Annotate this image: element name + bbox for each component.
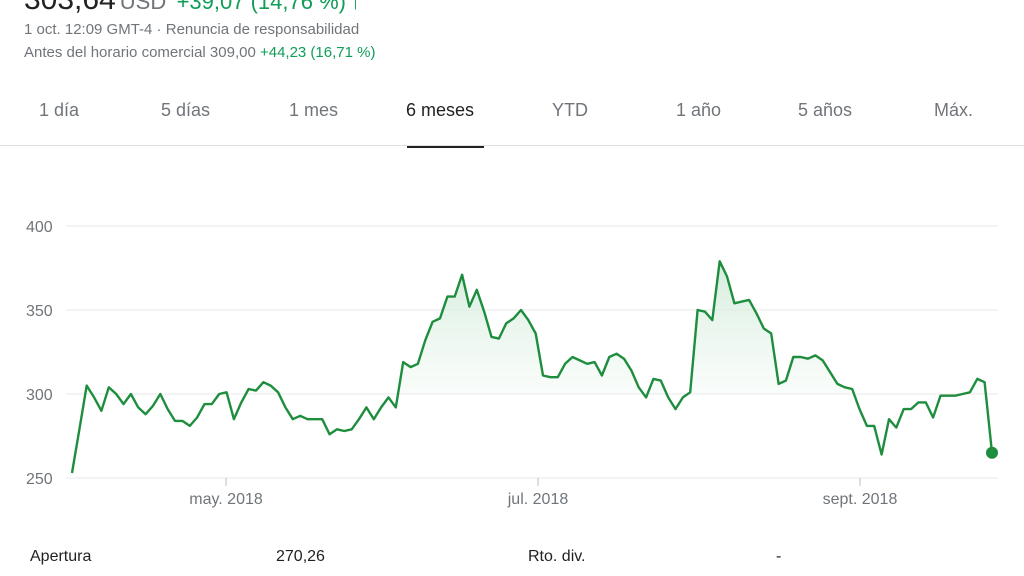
price-line: 303,64USD +39,07 (14,76 %)↑ (24, 0, 361, 20)
premarket-label: Antes del horario comercial 309,00 (24, 44, 256, 61)
tab-6-meses[interactable]: 6 meses (406, 100, 475, 120)
active-tab-indicator (407, 145, 484, 148)
series-line (70, 260, 994, 474)
y-tick-label: 300 (26, 387, 53, 404)
range-tabs: 1 día 5 días 1 mes 6 meses YTD 1 año 5 a… (0, 88, 1024, 148)
current-price: 303,64 (24, 0, 116, 16)
dividend-value: - (776, 548, 782, 565)
premarket-change: +44,23 (16,71 %) (259, 44, 376, 61)
tab-5-dias[interactable]: 5 días (161, 100, 211, 120)
price-chart-svg[interactable]: 400 350 300 250 may. 2018 jul. 2018 sept. 2018 (0, 146, 1024, 516)
x-tick-label: sept. 2018 (823, 491, 898, 508)
tab-max[interactable]: Máx. (934, 100, 974, 120)
price-chart[interactable]: 400 350 300 250 may. 2018 jul. 2018 sept. 2018 (0, 146, 1024, 516)
open-value: 270,26 (276, 548, 325, 565)
area-fill (72, 261, 992, 394)
tab-1-mes[interactable]: 1 mes (289, 100, 339, 120)
tab-1-ano[interactable]: 1 año (676, 100, 722, 120)
timestamp-line: 1 oct. 12:09 GMT-4 · Renuncia de respons… (24, 21, 359, 38)
y-tick-label: 350 (26, 303, 53, 320)
disclaimer-link[interactable]: Renuncia de responsabilidad (165, 21, 360, 38)
x-tick-label: jul. 2018 (507, 491, 569, 508)
last-point-marker (986, 446, 998, 459)
tab-5-anos[interactable]: 5 años (798, 100, 853, 120)
tab-ytd[interactable]: YTD (552, 100, 588, 120)
x-tick-label: may. 2018 (189, 491, 263, 508)
y-tick-label: 250 (26, 471, 53, 488)
timestamp: 1 oct. 12:09 GMT-4 · (24, 21, 166, 38)
arrow-up-icon: ↑ (349, 0, 361, 14)
price-change: +39,07 (14,76 %) (176, 0, 346, 14)
currency-label: USD (119, 0, 167, 14)
divider (0, 145, 1024, 146)
premarket-line: Antes del horario comercial 309,00 +44,2… (24, 44, 375, 61)
stats-row: Apertura 270,26 Rto. div. - (0, 540, 1024, 576)
open-label: Apertura (30, 548, 92, 565)
tab-1-dia[interactable]: 1 día (39, 100, 80, 120)
y-tick-label: 400 (26, 219, 53, 236)
dividend-label: Rto. div. (528, 548, 586, 565)
quote-header: 303,64USD +39,07 (14,76 %)↑ (24, 0, 361, 20)
